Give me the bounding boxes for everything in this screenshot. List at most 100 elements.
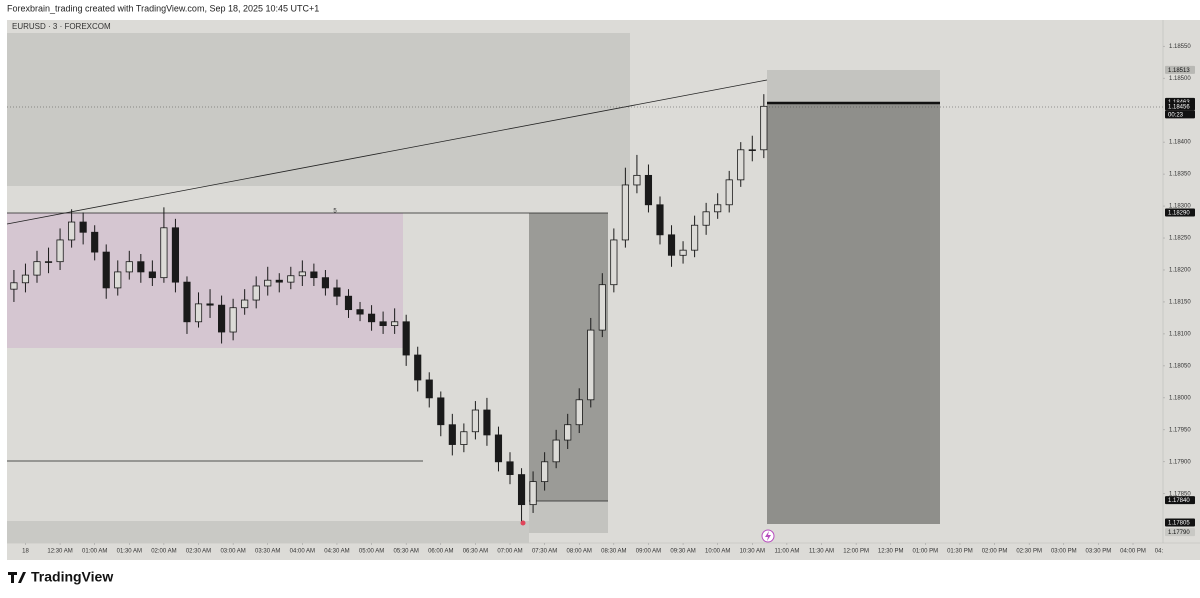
y-tick-label: 1.18350 — [1169, 172, 1191, 178]
y-tick-label: 1.17850 — [1169, 491, 1191, 497]
candle-body — [460, 431, 468, 445]
candle-body — [33, 261, 41, 276]
candle-body — [425, 379, 433, 399]
x-tick-label: 02:00 PM — [982, 549, 1008, 555]
x-tick-label: 03:00 PM — [1051, 549, 1077, 555]
candle-body — [483, 409, 491, 436]
x-tick-label: 01:00 AM — [82, 549, 107, 555]
y-tick-label: 1.18100 — [1169, 332, 1191, 338]
countdown: 00:23 — [1168, 112, 1184, 118]
candle-body — [183, 281, 191, 323]
trend-line — [6, 79, 768, 225]
candle-body — [529, 481, 537, 506]
x-tick-label: 18 — [22, 549, 29, 555]
candle-body — [264, 279, 272, 287]
candle-body — [621, 184, 629, 241]
logo: TradingView — [8, 569, 113, 585]
candle-body — [667, 234, 676, 256]
x-tick-label: 03:00 AM — [220, 549, 245, 555]
candle-body — [760, 105, 768, 151]
x-tick-label: 10:00 AM — [705, 549, 730, 555]
candle-body — [91, 231, 99, 253]
y-tick-label: 1.18400 — [1169, 140, 1191, 146]
candle-body — [610, 239, 618, 286]
candle-body — [725, 179, 733, 206]
price-label-box — [1165, 518, 1195, 527]
x-tick-label: 11:00 AM — [774, 549, 799, 555]
x-tick-label: 02:30 AM — [186, 549, 211, 555]
candle-body — [137, 261, 145, 273]
short-position-profit — [767, 104, 940, 524]
candle-body — [656, 204, 664, 236]
candle-body — [206, 303, 214, 306]
candle-body — [564, 424, 572, 441]
x-tick-label: 09:00 AM — [636, 549, 661, 555]
candle-body — [633, 174, 641, 186]
x-tick-label: 01:00 PM — [912, 549, 938, 555]
candle-body — [79, 221, 87, 233]
candle-body — [68, 221, 76, 241]
candle-body — [506, 461, 514, 475]
y-tick-label: 1.18150 — [1169, 300, 1191, 306]
price-label-box — [1165, 496, 1195, 505]
candle-body — [494, 434, 503, 463]
candle-body — [333, 287, 341, 297]
x-tick-label: 03:30 AM — [255, 549, 280, 555]
candle-body — [517, 474, 526, 506]
candle-body — [391, 321, 399, 327]
candle-body — [737, 149, 745, 181]
logo-mark — [8, 572, 26, 583]
candle-body — [598, 284, 606, 331]
candle-body — [56, 239, 64, 263]
x-tick-label: 12:30 PM — [878, 549, 904, 555]
supply-zone — [7, 33, 630, 186]
x-tick-label: 08:00 AM — [567, 549, 592, 555]
candle-body — [125, 261, 133, 273]
candle-body — [402, 321, 410, 356]
range-zone — [7, 213, 403, 348]
candle-body — [310, 271, 318, 279]
candle-body — [748, 149, 756, 151]
y-tick-label: 1.18000 — [1169, 395, 1191, 401]
y-tick-label: 1.18200 — [1169, 268, 1191, 274]
x-axis: 18 12:30 AM 01:00 AM 01:30 AM 02:00 AM 02:30 … — [22, 543, 1163, 555]
long-position-stop — [529, 501, 608, 533]
x-tick-label: 04:00 AM — [290, 549, 315, 555]
candle-body — [241, 299, 249, 309]
price-label: 1.17790 — [1168, 530, 1190, 536]
x-tick-label: 05:30 AM — [393, 549, 418, 555]
candle-body — [714, 204, 722, 213]
x-tick-label: 07:00 AM — [497, 549, 522, 555]
candle-body — [114, 271, 122, 289]
candle-body — [10, 282, 18, 290]
x-tick-label: 02:00 AM — [151, 549, 176, 555]
candle-body — [102, 251, 110, 289]
x-tick-label: 10:30 AM — [740, 549, 765, 555]
candle-body — [471, 409, 479, 433]
candle-body — [344, 295, 353, 311]
x-tick-label: 03:30 PM — [1086, 549, 1112, 555]
candle-body — [298, 271, 306, 277]
price-label: 1.18290 — [1168, 211, 1190, 217]
symbol-title: EURUSD · 3 · FOREXCOM — [12, 22, 111, 31]
candle-body — [691, 224, 699, 251]
price-label-box — [1165, 208, 1195, 217]
x-tick-label: 02:30 PM — [1016, 549, 1042, 555]
x-tick-label: 04:00 PM — [1120, 549, 1146, 555]
y-tick-label: 1.18300 — [1169, 204, 1191, 210]
candle-body — [702, 211, 710, 226]
candle-body — [448, 424, 456, 445]
candle-body — [160, 227, 168, 279]
candle-body — [275, 279, 283, 283]
x-tick-label: 09:30 AM — [670, 549, 695, 555]
event-icon-bolt — [765, 531, 771, 541]
price-label: 1.18513 — [1168, 68, 1190, 74]
y-axis: 1.185501.185001.184001.183501.183001.182… — [1163, 44, 1195, 536]
candle-body — [437, 397, 445, 426]
candle-body — [541, 461, 549, 483]
y-tick-label: 1.18550 — [1169, 44, 1191, 50]
x-tick-label: 04:30 AM — [324, 549, 349, 555]
candle-body — [287, 275, 295, 283]
header: Forexbrain_trading created with TradingV… — [7, 3, 319, 13]
price-label: 1.17805 — [1168, 521, 1190, 527]
